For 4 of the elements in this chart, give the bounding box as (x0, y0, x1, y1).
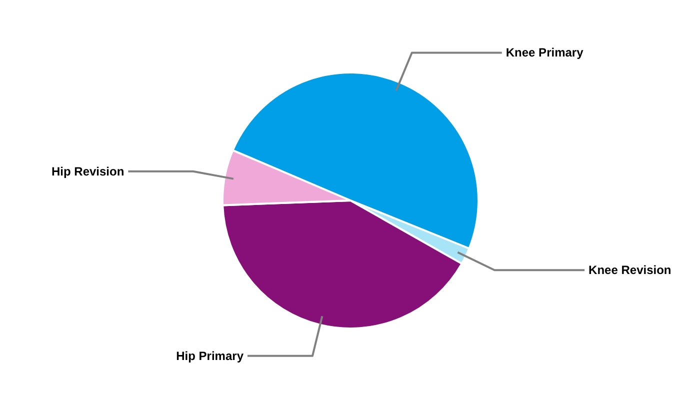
slice-label: Knee Revision (588, 263, 672, 278)
slice-label: Hip Revision (52, 164, 124, 178)
slice-label: Hip Primary (176, 348, 244, 363)
slice-label: Knee Primary (506, 46, 584, 60)
